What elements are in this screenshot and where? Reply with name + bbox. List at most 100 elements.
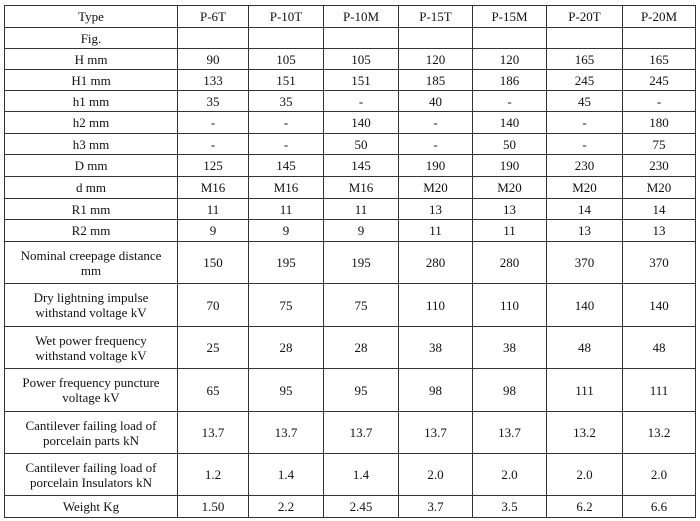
value-cell: 110 [472, 283, 547, 327]
row-label: R2 mm [4, 219, 178, 242]
value-cell: - [248, 111, 324, 134]
value-cell: 370 [546, 241, 623, 284]
value-cell: 2.0 [546, 453, 623, 496]
value-cell: M20 [622, 176, 696, 199]
value-cell: 98 [398, 368, 473, 412]
value-cell: 98 [472, 368, 547, 412]
value-cell: 151 [248, 69, 324, 91]
value-cell: 90 [177, 48, 249, 70]
value-cell: 13 [472, 198, 547, 220]
row-label: h1 mm [4, 90, 178, 112]
value-cell: 48 [622, 326, 696, 369]
value-cell: 165 [546, 48, 623, 70]
row-label: Cantilever failing load of porcelain Ins… [4, 453, 178, 496]
value-cell: 11 [248, 198, 324, 220]
value-cell: - [323, 90, 399, 112]
value-cell: 13 [398, 198, 473, 220]
value-cell: 105 [323, 48, 399, 70]
value-cell: 28 [323, 326, 399, 369]
value-cell: 165 [622, 48, 696, 70]
value-cell: 38 [398, 326, 473, 369]
header-model-cell: P-20M [622, 5, 696, 28]
row-label: Fig. [4, 27, 178, 49]
value-cell: 35 [248, 90, 324, 112]
value-cell: - [622, 90, 696, 112]
table-row: H mm 90 105 105 120 120 165 165 [4, 48, 696, 70]
value-cell: 2.2 [248, 495, 324, 518]
value-cell: - [398, 133, 473, 155]
value-cell: 195 [323, 241, 399, 284]
table-row: R2 mm 9 9 9 11 11 13 13 [4, 219, 696, 242]
value-cell: 1.50 [177, 495, 249, 518]
header-row: Type P-6T P-10T P-10M P-15T P-15M P-20T P-20M [4, 5, 696, 28]
value-cell: 95 [323, 368, 399, 412]
value-cell: 95 [248, 368, 324, 412]
value-cell: 190 [398, 154, 473, 177]
value-cell: 180 [622, 111, 696, 134]
value-cell: M20 [472, 176, 547, 199]
row-label: Power frequency puncture voltage kV [4, 368, 178, 412]
value-cell: 11 [398, 219, 473, 242]
value-cell: 140 [472, 111, 547, 134]
value-cell: 9 [323, 219, 399, 242]
value-cell: 50 [472, 133, 547, 155]
row-label: R1 mm [4, 198, 178, 220]
value-cell: 3.5 [472, 495, 547, 518]
table-row: Wet power frequency withstand voltage kV… [4, 326, 696, 369]
row-label: Weight Kg [4, 495, 178, 518]
value-cell: 13.7 [323, 411, 399, 454]
value-cell: 230 [622, 154, 696, 177]
header-model-cell: P-20T [546, 5, 623, 28]
table-row: D mm 125 145 145 190 190 230 230 [4, 154, 696, 177]
value-cell: 111 [546, 368, 623, 412]
row-label: Dry lightning impulse withstand voltage … [4, 283, 178, 327]
value-cell: 11 [323, 198, 399, 220]
value-cell: 13.7 [177, 411, 249, 454]
value-cell: 111 [622, 368, 696, 412]
value-cell [177, 27, 249, 49]
value-cell: M16 [177, 176, 249, 199]
value-cell: 13.2 [622, 411, 696, 454]
table-row: Cantilever failing load of porcelain par… [4, 411, 696, 454]
value-cell: 14 [546, 198, 623, 220]
header-model-cell: P-10T [248, 5, 324, 28]
value-cell: 190 [472, 154, 547, 177]
value-cell [622, 27, 696, 49]
value-cell: 2.45 [323, 495, 399, 518]
value-cell: 120 [398, 48, 473, 70]
value-cell: 13.7 [248, 411, 324, 454]
value-cell: M16 [323, 176, 399, 199]
value-cell: 70 [177, 283, 249, 327]
value-cell: 75 [248, 283, 324, 327]
table-row: Dry lightning impulse withstand voltage … [4, 283, 696, 327]
value-cell: 150 [177, 241, 249, 284]
table-row: Cantilever failing load of porcelain Ins… [4, 453, 696, 496]
value-cell: 140 [546, 283, 623, 327]
value-cell: 186 [472, 69, 547, 91]
value-cell: 75 [323, 283, 399, 327]
value-cell: 133 [177, 69, 249, 91]
table-row: Nominal creepage distance mm 150 195 195 280… [4, 241, 696, 284]
value-cell: M20 [398, 176, 473, 199]
table-row: h1 mm 35 35-40-45- [4, 90, 696, 112]
value-cell: 280 [472, 241, 547, 284]
value-cell: 2.0 [622, 453, 696, 496]
value-cell [546, 27, 623, 49]
value-cell: 120 [472, 48, 547, 70]
value-cell: M16 [248, 176, 324, 199]
header-type-label: Type [4, 5, 178, 28]
value-cell: - [398, 111, 473, 134]
table-row: h3 mm - -50-50-75 [4, 133, 696, 155]
value-cell: 1.2 [177, 453, 249, 496]
value-cell: 50 [323, 133, 399, 155]
row-label: h3 mm [4, 133, 178, 155]
row-label: Cantilever failing load of porcelain par… [4, 411, 178, 454]
insulator-spec-table: Type P-6T P-10T P-10M P-15T P-15M P-20T P-20M Fi… [4, 5, 696, 518]
value-cell: 65 [177, 368, 249, 412]
value-cell: 25 [177, 326, 249, 369]
row-label: D mm [4, 154, 178, 177]
header-model-cell: P-10M [323, 5, 399, 28]
value-cell: - [546, 111, 623, 134]
value-cell: 38 [472, 326, 547, 369]
value-cell: 3.7 [398, 495, 473, 518]
